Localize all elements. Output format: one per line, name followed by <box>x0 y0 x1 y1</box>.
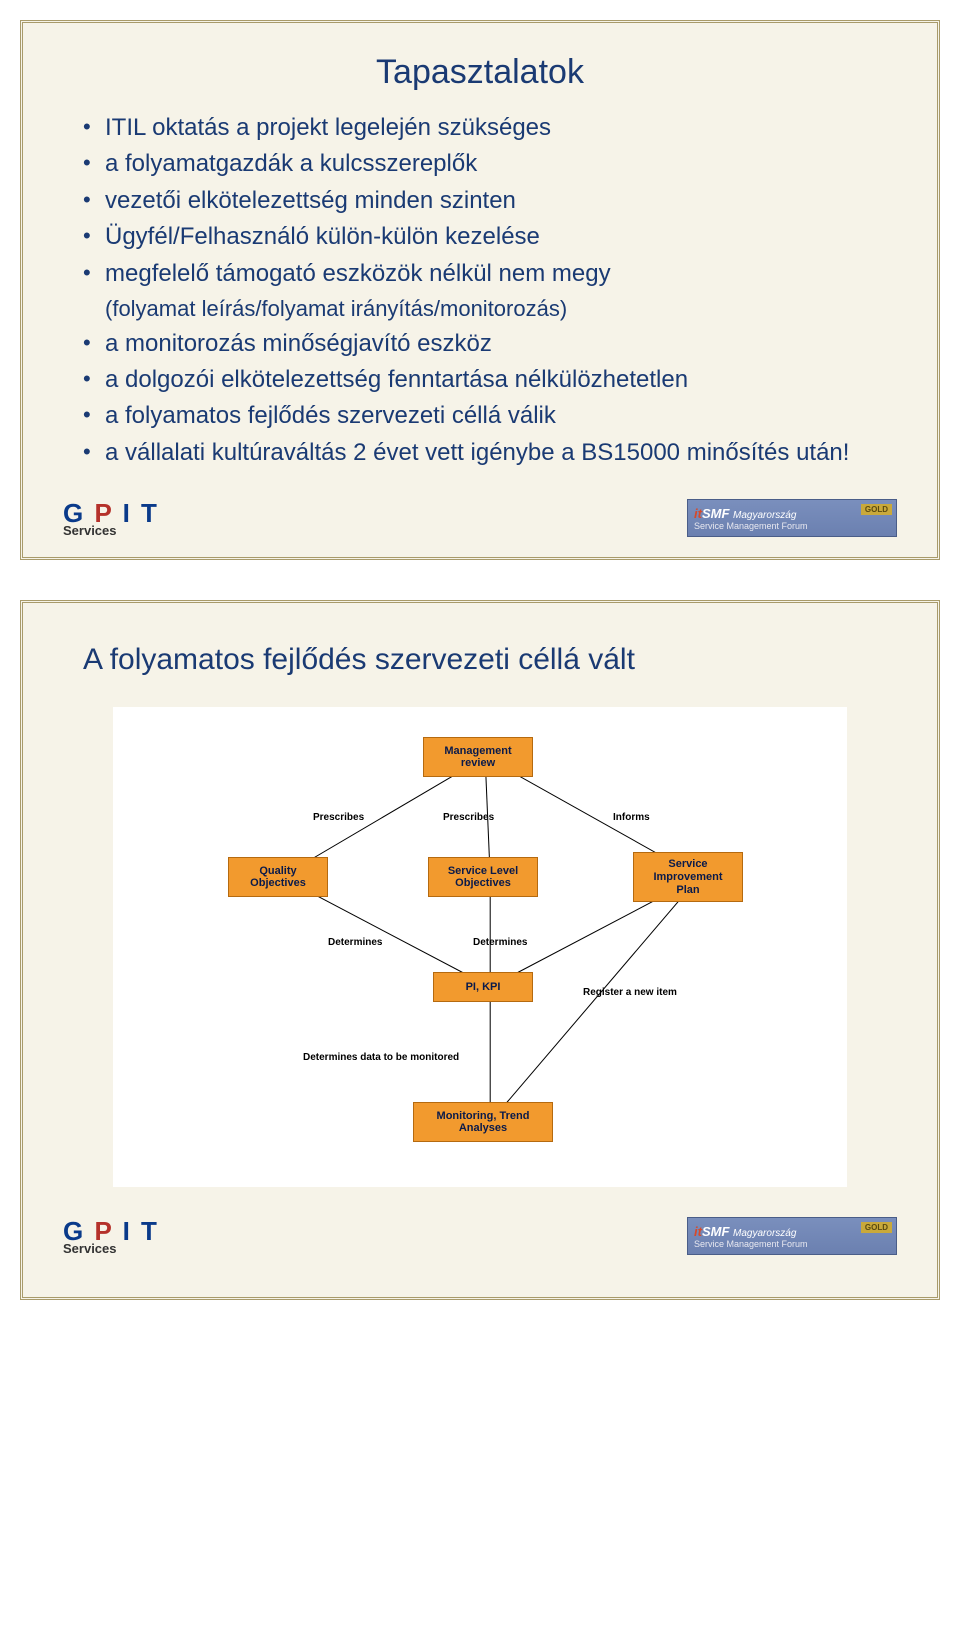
itsmf-badge-2: itSMF Magyarország Service Management Fo… <box>687 1217 897 1255</box>
itsmf-badge: itSMF Magyarország Service Management Fo… <box>687 499 897 537</box>
bullet-item: a dolgozói elkötelezettség fenntartása n… <box>83 364 887 396</box>
diagram-container: Managementreview QualityObjectives Service… <box>113 707 847 1187</box>
gpit-t: T <box>141 498 159 528</box>
gpit-i-2: I <box>123 1216 132 1246</box>
flowchart-node-pikpi: PI, KPI <box>433 972 533 1002</box>
flowchart-edge-label: Determines <box>328 937 382 948</box>
itsmf-country-2: Magyarország <box>733 1228 796 1239</box>
bullet-item: a folyamatos fejlődés szervezeti céllá v… <box>83 400 887 432</box>
bullet-item: a monitorozás minőségjavító eszköz <box>83 328 887 360</box>
flowchart-edge-label: Prescribes <box>443 812 494 823</box>
itsmf-smf-2: SMF <box>702 1224 729 1239</box>
itsmf-gold-2: GOLD <box>861 1222 892 1233</box>
itsmf-country: Magyarország <box>733 510 796 521</box>
bullet-item: a vállalati kultúraváltás 2 évet vett ig… <box>83 437 887 469</box>
bullet-item: a folyamatgazdák a kulcsszereplők <box>83 148 887 180</box>
slide-1-bullets: ITIL oktatás a projekt legelején szükség… <box>63 112 897 469</box>
flowchart-node-quality: QualityObjectives <box>228 857 328 897</box>
flowchart-edge-label: Determines data to be monitored <box>303 1052 459 1063</box>
slide-1: Tapasztalatok ITIL oktatás a projekt leg… <box>20 20 940 560</box>
slide-2-footer: G P I T Services itSMF Magyarország Serv… <box>63 1217 897 1255</box>
itsmf-it-2: it <box>694 1224 702 1239</box>
flowchart-edge-label: Prescribes <box>313 812 364 823</box>
flowchart-node-mgmt: Managementreview <box>423 737 533 777</box>
bullet-item: vezetői elkötelezettség minden szinten <box>83 185 887 217</box>
itsmf-smf: SMF <box>702 506 729 521</box>
itsmf-line2: Service Management Forum <box>694 521 890 531</box>
flowchart-node-sip: ServiceImprovementPlan <box>633 852 743 902</box>
bullet-item: Ügyfél/Felhasználó külön-külön kezelése <box>83 221 887 253</box>
slide-2-title: A folyamatos fejlődés szervezeti céllá v… <box>83 643 897 677</box>
gpit-t-2: T <box>141 1216 159 1246</box>
flowchart-edge-label: Informs <box>613 812 650 823</box>
gpit-logo-2: G P I T Services <box>63 1218 159 1255</box>
itsmf-it: it <box>694 506 702 521</box>
flowchart-node-slo: Service LevelObjectives <box>428 857 538 897</box>
slide-1-title: Tapasztalatok <box>63 53 897 92</box>
slide-2: A folyamatos fejlődés szervezeti céllá v… <box>20 600 940 1300</box>
flowchart-edge-label: Register a new item <box>583 987 677 998</box>
bullet-item: (folyamat leírás/folyamat irányítás/moni… <box>83 294 887 324</box>
bullet-item: megfelelő támogató eszközök nélkül nem m… <box>83 258 887 290</box>
flowchart: Managementreview QualityObjectives Service… <box>113 707 847 1187</box>
bullet-item: ITIL oktatás a projekt legelején szükség… <box>83 112 887 144</box>
itsmf-gold: GOLD <box>861 504 892 515</box>
gpit-i: I <box>123 498 132 528</box>
itsmf-line2-2: Service Management Forum <box>694 1239 890 1249</box>
flowchart-node-mon: Monitoring, TrendAnalyses <box>413 1102 553 1142</box>
flowchart-edge-label: Determines <box>473 937 527 948</box>
slide-1-footer: G P I T Services itSMF Magyarország Serv… <box>63 499 897 537</box>
gpit-logo: G P I T Services <box>63 500 159 537</box>
